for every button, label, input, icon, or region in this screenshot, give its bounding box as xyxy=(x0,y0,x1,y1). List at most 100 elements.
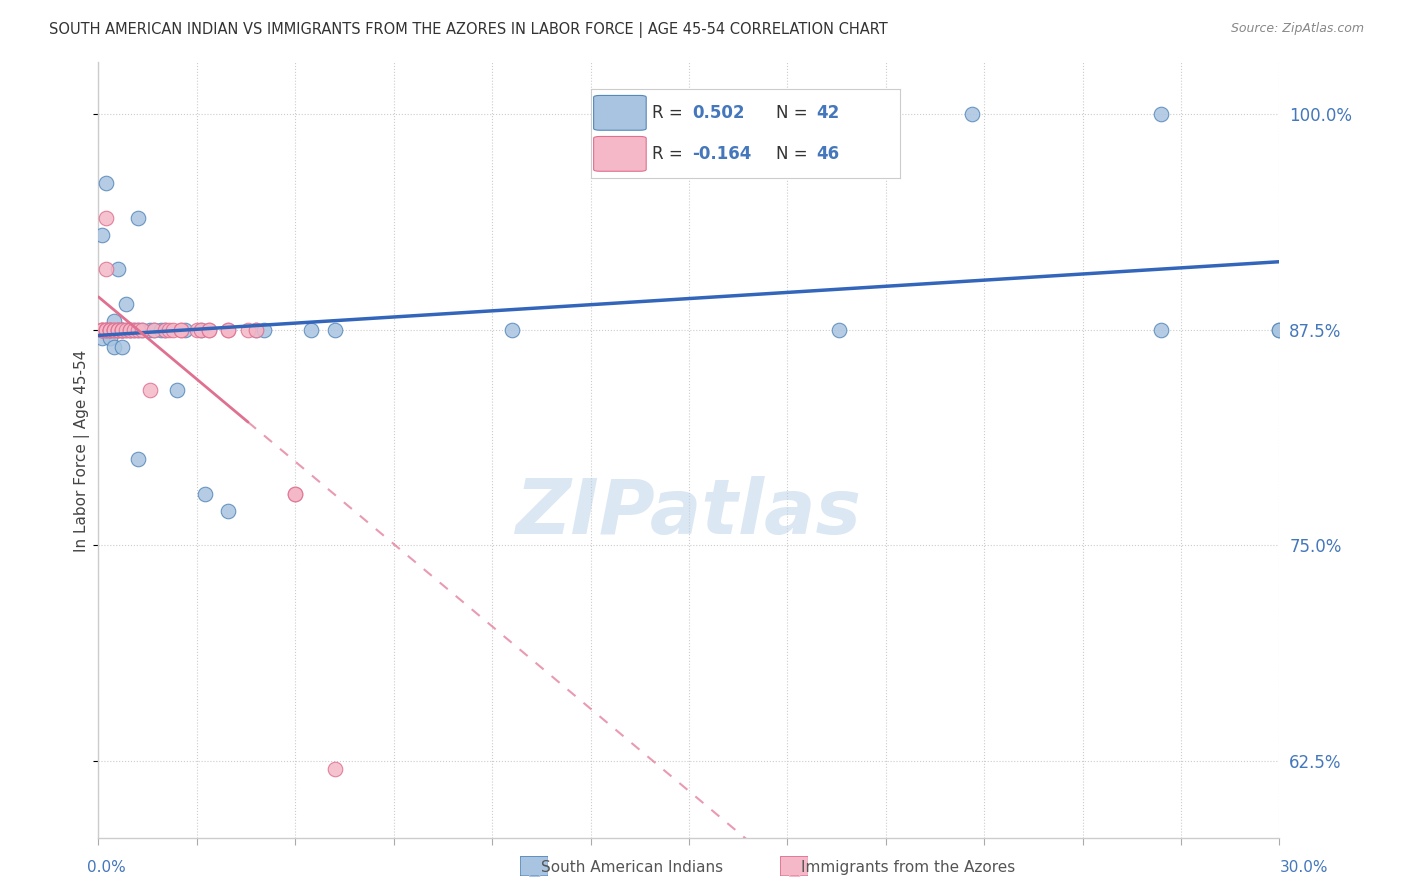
Point xyxy=(186,323,208,337)
Point xyxy=(118,323,141,337)
Point xyxy=(323,763,346,777)
Point xyxy=(98,323,121,337)
Point xyxy=(142,323,165,337)
Point xyxy=(170,323,193,337)
Point xyxy=(155,323,177,337)
Text: ⬜: ⬜ xyxy=(787,857,801,877)
Text: South American Indians: South American Indians xyxy=(541,860,724,874)
Point xyxy=(98,323,121,337)
Point xyxy=(1268,323,1291,337)
Text: Source: ZipAtlas.com: Source: ZipAtlas.com xyxy=(1230,22,1364,36)
Point xyxy=(91,323,114,337)
Point xyxy=(91,323,114,337)
Point xyxy=(111,323,134,337)
FancyBboxPatch shape xyxy=(780,856,808,876)
Text: N =: N = xyxy=(776,103,813,122)
Point xyxy=(115,297,138,311)
Point xyxy=(96,323,118,337)
FancyBboxPatch shape xyxy=(593,95,647,130)
Point xyxy=(98,323,121,337)
Point xyxy=(501,323,523,337)
Text: -0.164: -0.164 xyxy=(693,145,752,163)
Point xyxy=(111,323,134,337)
Point xyxy=(323,323,346,337)
Point xyxy=(236,323,259,337)
Point xyxy=(170,323,193,337)
Point xyxy=(98,323,121,337)
Point xyxy=(115,323,138,337)
Point xyxy=(217,504,239,518)
Point xyxy=(1150,107,1173,121)
Point xyxy=(103,323,125,337)
Text: 0.0%: 0.0% xyxy=(87,860,127,874)
Point xyxy=(107,262,129,277)
Point xyxy=(155,323,177,337)
Point xyxy=(131,323,153,337)
Point xyxy=(91,331,114,345)
Point xyxy=(245,323,267,337)
Point xyxy=(253,323,276,337)
Point xyxy=(162,323,184,337)
Point xyxy=(127,211,149,225)
Point xyxy=(138,383,160,397)
Point xyxy=(107,323,129,337)
Text: 30.0%: 30.0% xyxy=(1281,860,1329,874)
Point xyxy=(197,323,219,337)
Point xyxy=(245,323,267,337)
Point xyxy=(1150,323,1173,337)
Point xyxy=(122,323,145,337)
Point xyxy=(107,323,129,337)
Point xyxy=(98,331,121,345)
Point xyxy=(96,323,118,337)
Text: N =: N = xyxy=(776,145,813,163)
Point xyxy=(96,262,118,277)
Point xyxy=(103,323,125,337)
Point xyxy=(96,323,118,337)
Point xyxy=(131,323,153,337)
Point xyxy=(962,107,984,121)
Point xyxy=(138,323,160,337)
Point xyxy=(115,323,138,337)
Point xyxy=(91,227,114,242)
Point xyxy=(127,323,149,337)
Point xyxy=(284,486,307,500)
Text: 0.502: 0.502 xyxy=(693,103,745,122)
Point xyxy=(217,323,239,337)
Point xyxy=(96,323,118,337)
Point xyxy=(91,323,114,337)
Text: R =: R = xyxy=(652,103,689,122)
Point xyxy=(107,323,129,337)
Point xyxy=(111,323,134,337)
Point xyxy=(217,323,239,337)
Point xyxy=(111,340,134,354)
Point xyxy=(118,323,141,337)
Point xyxy=(166,383,188,397)
Point xyxy=(103,340,125,354)
Point xyxy=(118,323,141,337)
Text: SOUTH AMERICAN INDIAN VS IMMIGRANTS FROM THE AZORES IN LABOR FORCE | AGE 45-54 C: SOUTH AMERICAN INDIAN VS IMMIGRANTS FROM… xyxy=(49,22,889,38)
Point xyxy=(194,486,217,500)
Point xyxy=(190,323,212,337)
Point xyxy=(96,176,118,190)
Point xyxy=(122,323,145,337)
Point xyxy=(91,323,114,337)
Point xyxy=(111,323,134,337)
Point xyxy=(284,486,307,500)
Y-axis label: In Labor Force | Age 45-54: In Labor Force | Age 45-54 xyxy=(75,350,90,551)
Point xyxy=(103,323,125,337)
Point xyxy=(197,323,219,337)
Text: Immigrants from the Azores: Immigrants from the Azores xyxy=(801,860,1015,874)
Point xyxy=(174,323,197,337)
Point xyxy=(150,323,173,337)
Text: 46: 46 xyxy=(817,145,839,163)
FancyBboxPatch shape xyxy=(520,856,548,876)
Text: ZIPatlas: ZIPatlas xyxy=(516,475,862,549)
Point xyxy=(111,323,134,337)
Point xyxy=(127,452,149,467)
Point xyxy=(142,323,165,337)
Point xyxy=(98,323,121,337)
Point xyxy=(98,323,121,337)
FancyBboxPatch shape xyxy=(593,136,647,171)
Point xyxy=(157,323,180,337)
Point xyxy=(827,323,849,337)
